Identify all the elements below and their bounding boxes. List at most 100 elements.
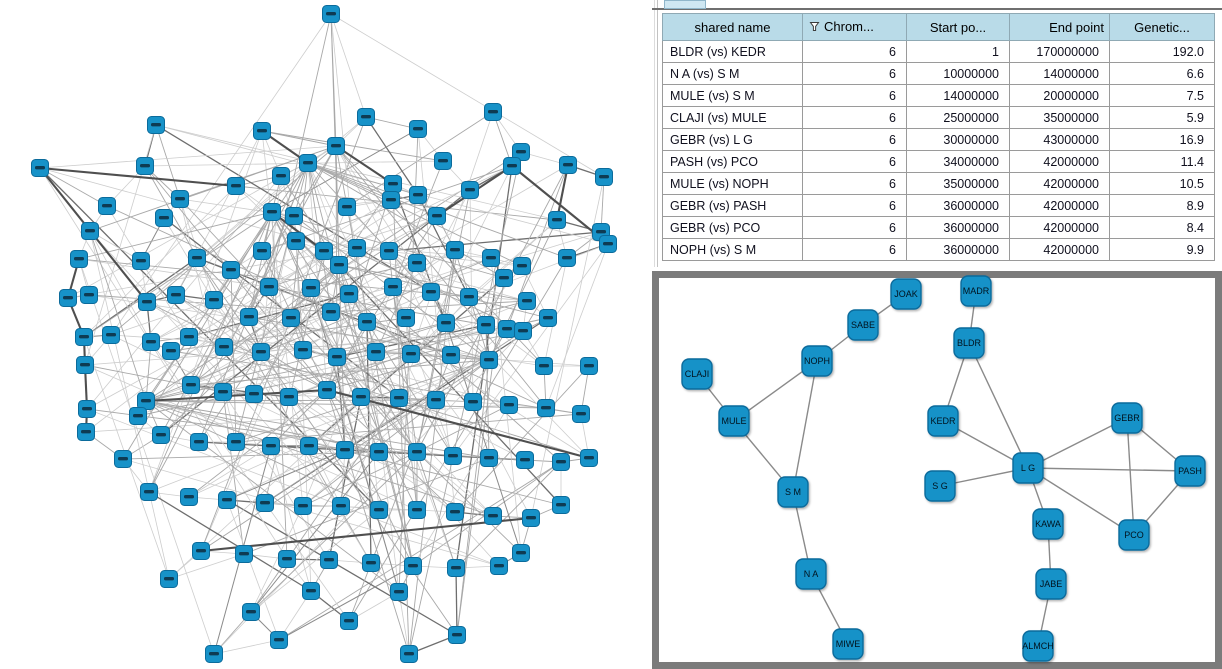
network-node[interactable] [552,453,570,471]
edge-name-cell[interactable]: N A (vs) S M [662,62,803,85]
column-header-end-point[interactable]: End point [1009,13,1110,41]
table-row[interactable]: N A (vs) S M 6 10000000 14000000 6.6 [662,62,1215,85]
network-node[interactable] [294,497,312,515]
value-cell[interactable]: 8.4 [1109,216,1215,239]
value-cell[interactable]: 6 [802,40,907,63]
network-node[interactable] [404,557,422,575]
network-node[interactable] [294,341,312,359]
network-node[interactable] [137,392,155,410]
value-cell[interactable]: 35000000 [1009,106,1110,129]
value-cell[interactable]: 6 [802,84,907,107]
network-node[interactable] [227,433,245,451]
network-node[interactable] [253,242,271,260]
network-node[interactable] [70,250,88,268]
value-cell[interactable]: 42000000 [1009,194,1110,217]
network-node[interactable] [262,437,280,455]
network-node[interactable] [427,391,445,409]
value-cell[interactable]: 5.9 [1109,106,1215,129]
value-cell[interactable]: 34000000 [906,150,1010,173]
subnetwork-node[interactable]: N A [795,558,827,590]
network-node[interactable] [516,451,534,469]
network-node[interactable] [80,286,98,304]
network-node[interactable] [132,252,150,270]
network-node[interactable] [512,544,530,562]
network-node[interactable] [330,256,348,274]
value-cell[interactable]: 6 [802,238,907,261]
network-node[interactable] [245,385,263,403]
subnetwork-node[interactable]: MULE [718,405,750,437]
network-node[interactable] [59,289,77,307]
network-node[interactable] [409,120,427,138]
network-node[interactable] [580,357,598,375]
network-node[interactable] [512,143,530,161]
value-cell[interactable]: 30000000 [906,128,1010,151]
subnetwork-node[interactable]: S M [777,476,809,508]
network-node[interactable] [408,443,426,461]
network-node[interactable] [397,309,415,327]
network-node[interactable] [162,342,180,360]
network-node[interactable] [114,450,132,468]
network-node[interactable] [205,645,223,663]
edge-name-cell[interactable]: MULE (vs) S M [662,84,803,107]
table-row[interactable]: PASH (vs) PCO 6 34000000 42000000 11.4 [662,150,1215,173]
table-row[interactable]: GEBR (vs) PASH 6 36000000 42000000 8.9 [662,194,1215,217]
table-row[interactable]: NOPH (vs) S M 6 36000000 42000000 9.9 [662,238,1215,261]
subnetwork-node[interactable]: S G [924,470,956,502]
network-node[interactable] [495,269,513,287]
network-node[interactable] [559,156,577,174]
value-cell[interactable]: 11.4 [1109,150,1215,173]
network-node[interactable] [402,345,420,363]
network-node[interactable] [327,137,345,155]
value-cell[interactable]: 6 [802,194,907,217]
network-node[interactable] [287,232,305,250]
network-node[interactable] [180,488,198,506]
subnetwork-node[interactable]: PASH [1174,455,1206,487]
network-node[interactable] [285,207,303,225]
network-node[interactable] [302,279,320,297]
network-node[interactable] [81,222,99,240]
network-node[interactable] [278,550,296,568]
network-node[interactable] [332,497,350,515]
network-node[interactable] [558,249,576,267]
subnetwork-node[interactable]: PCO [1118,519,1150,551]
network-node[interactable] [599,235,617,253]
network-node[interactable] [322,303,340,321]
network-node[interactable] [384,175,402,193]
value-cell[interactable]: 36000000 [906,216,1010,239]
panel-splitter-line[interactable] [657,0,658,267]
network-node[interactable] [227,177,245,195]
value-cell[interactable]: 42000000 [1009,150,1110,173]
edge-name-cell[interactable]: BLDR (vs) KEDR [662,40,803,63]
network-node[interactable] [253,122,271,140]
network-node[interactable] [408,254,426,272]
network-node[interactable] [382,191,400,209]
subnetwork-node[interactable]: JOAK [890,278,922,310]
edge-name-cell[interactable]: GEBR (vs) PCO [662,216,803,239]
table-row[interactable]: CLAJI (vs) MULE 6 25000000 35000000 5.9 [662,106,1215,129]
subnetwork-node[interactable]: KEDR [927,405,959,437]
network-node[interactable] [160,570,178,588]
network-node[interactable] [595,168,613,186]
network-node[interactable] [188,249,206,267]
network-node[interactable] [446,241,464,259]
network-node[interactable] [192,542,210,560]
network-node[interactable] [522,509,540,527]
edge-name-cell[interactable]: GEBR (vs) L G [662,128,803,151]
network-node[interactable] [242,603,260,621]
value-cell[interactable]: 42000000 [1009,216,1110,239]
network-node[interactable] [256,494,274,512]
value-cell[interactable]: 35000000 [906,172,1010,195]
network-node[interactable] [384,278,402,296]
value-cell[interactable]: 6.6 [1109,62,1215,85]
network-node[interactable] [464,393,482,411]
network-node[interactable] [336,441,354,459]
network-node[interactable] [182,376,200,394]
network-node[interactable] [260,278,278,296]
network-node[interactable] [513,257,531,275]
value-cell[interactable]: 9.9 [1109,238,1215,261]
network-node[interactable] [572,405,590,423]
panel-splitter-line[interactable] [654,0,655,267]
network-node[interactable] [147,116,165,134]
value-cell[interactable]: 42000000 [1009,172,1110,195]
network-node[interactable] [218,491,236,509]
